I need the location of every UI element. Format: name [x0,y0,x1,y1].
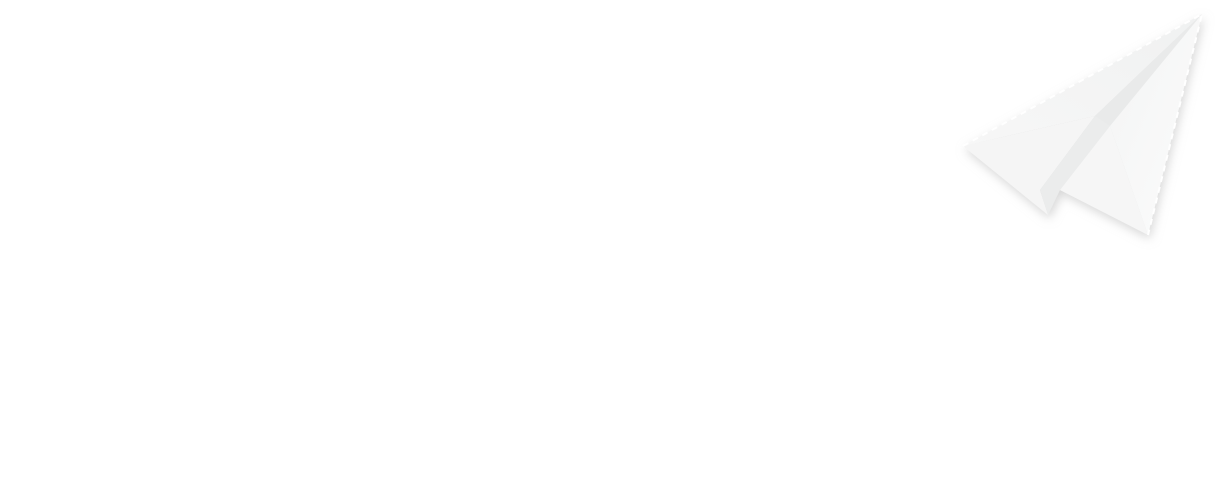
plane-lower-wing [963,116,1095,215]
plane-keel [1040,14,1202,215]
plane-dashed-edge [962,12,1204,236]
plane-right-lower [1060,126,1148,235]
plane-right-wing [1110,14,1202,235]
